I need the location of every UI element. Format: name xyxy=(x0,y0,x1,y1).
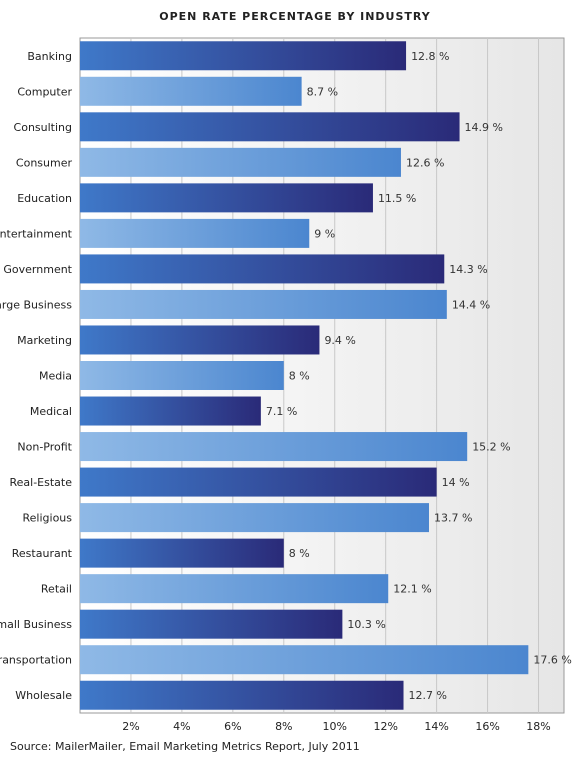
category-label: Media xyxy=(39,370,72,383)
bar xyxy=(80,76,302,106)
bar-value-label: 12.7 % xyxy=(409,689,447,702)
x-tick-label: 12% xyxy=(373,720,397,733)
bar-value-label: 14 % xyxy=(442,476,470,489)
category-label: Education xyxy=(17,192,72,205)
bar-value-label: 8 % xyxy=(289,547,310,560)
category-label: Government xyxy=(3,263,72,276)
bar-value-label: 10.3 % xyxy=(347,618,385,631)
category-label: Transportation xyxy=(0,654,72,667)
bar xyxy=(80,325,320,355)
bar xyxy=(80,538,284,568)
bar xyxy=(80,645,529,675)
bar-value-label: 8.7 % xyxy=(307,85,338,98)
bar xyxy=(80,467,437,497)
category-label: Wholesale xyxy=(15,689,72,702)
bar-value-label: 7.1 % xyxy=(266,405,297,418)
category-label: Medical xyxy=(30,405,72,418)
category-label: Small Business xyxy=(0,618,72,631)
x-tick-label: 4% xyxy=(173,720,190,733)
bar-value-label: 14.4 % xyxy=(452,298,490,311)
bar-value-label: 17.6 % xyxy=(533,654,571,667)
bar xyxy=(80,361,284,390)
bar-value-label: 15.2 % xyxy=(472,441,510,454)
bar-value-label: 13.7 % xyxy=(434,512,472,525)
x-tick-label: 14% xyxy=(424,720,448,733)
bar xyxy=(80,289,447,319)
category-label: Retail xyxy=(41,583,72,596)
bar-value-label: 14.9 % xyxy=(465,121,503,134)
x-tick-label: 16% xyxy=(475,720,499,733)
bar xyxy=(80,147,401,177)
x-tick-label: 18% xyxy=(526,720,550,733)
bar-value-label: 9.4 % xyxy=(324,334,355,347)
bar-value-label: 12.6 % xyxy=(406,156,444,169)
bars-group: 12.8 % 8.7 % 14.9 % 12.6 % 11.5 % 9 % 14.3 % 14… xyxy=(80,41,572,710)
x-tick-label: 6% xyxy=(224,720,241,733)
bar xyxy=(80,218,310,248)
bar-value-label: 14.3 % xyxy=(449,263,487,276)
x-tick-label: 2% xyxy=(122,720,139,733)
bar xyxy=(80,432,468,462)
category-label: Consumer xyxy=(16,156,73,169)
bar xyxy=(80,574,389,604)
category-label: Marketing xyxy=(17,334,72,347)
bar xyxy=(80,680,404,710)
category-label: Non-Profit xyxy=(17,441,72,454)
category-label: Real-Estate xyxy=(10,476,73,489)
category-label: Consulting xyxy=(14,121,72,134)
category-label: Restaurant xyxy=(12,547,73,560)
category-labels: Banking Computer Consulting Consumer Educati… xyxy=(0,50,73,702)
category-label: Entertainment xyxy=(0,227,73,240)
bar-value-label: 8 % xyxy=(289,370,310,383)
x-axis-ticks: 2% 4% 6% 8% 10% 12% 14% 16% 18% xyxy=(122,720,551,733)
bar-value-label: 11.5 % xyxy=(378,192,416,205)
category-label: Banking xyxy=(27,50,72,63)
bar-value-label: 9 % xyxy=(314,227,335,240)
category-label: Large Business xyxy=(0,298,72,311)
bar-value-label: 12.8 % xyxy=(411,50,449,63)
x-tick-label: 8% xyxy=(275,720,292,733)
bar xyxy=(80,503,429,533)
source-note: Source: MailerMailer, Email Marketing Me… xyxy=(10,740,360,753)
bar xyxy=(80,396,261,426)
bar xyxy=(80,41,407,71)
x-tick-label: 10% xyxy=(323,720,347,733)
category-label: Religious xyxy=(23,512,73,525)
bar xyxy=(80,183,373,213)
category-label: Computer xyxy=(17,85,72,98)
bar xyxy=(80,112,460,142)
bar xyxy=(80,609,343,639)
bar-value-label: 12.1 % xyxy=(393,583,431,596)
chart-title: OPEN RATE PERCENTAGE BY INDUSTRY xyxy=(159,10,431,23)
bar xyxy=(80,254,445,284)
